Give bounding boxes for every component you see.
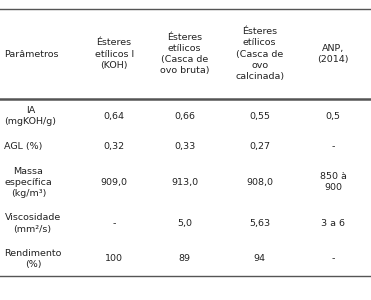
Text: 0,32: 0,32 (104, 142, 125, 151)
Text: -: - (331, 254, 335, 263)
Text: Parâmetros: Parâmetros (4, 50, 59, 58)
Text: Ésteres
etílicos
(Casca de
ovo
calcinada): Ésteres etílicos (Casca de ovo calcinada… (235, 27, 284, 81)
Text: 0,66: 0,66 (174, 112, 195, 121)
Text: 908,0: 908,0 (246, 178, 273, 187)
Text: -: - (112, 219, 116, 228)
Text: Ésteres
etílicos l
(KOH): Ésteres etílicos l (KOH) (95, 38, 134, 70)
Text: 0,27: 0,27 (249, 142, 270, 151)
Text: 0,55: 0,55 (249, 112, 270, 121)
Text: 913,0: 913,0 (171, 178, 198, 187)
Text: Massa
específica
(kg/m³): Massa específica (kg/m³) (4, 167, 52, 198)
Text: AGL (%): AGL (%) (4, 142, 43, 151)
Text: 0,64: 0,64 (104, 112, 125, 121)
Text: IA
(mgKOH/g): IA (mgKOH/g) (4, 106, 56, 126)
Text: Viscosidade
(mm²/s): Viscosidade (mm²/s) (4, 214, 61, 233)
Text: Rendimento
(%): Rendimento (%) (4, 249, 62, 269)
Text: ANP,
(2014): ANP, (2014) (317, 44, 349, 64)
Text: 5,63: 5,63 (249, 219, 270, 228)
Text: Ésteres
etílicos
(Casca de
ovo bruta): Ésteres etílicos (Casca de ovo bruta) (160, 33, 209, 75)
Text: 0,33: 0,33 (174, 142, 195, 151)
Text: 3 a 6: 3 a 6 (321, 219, 345, 228)
Text: 909,0: 909,0 (101, 178, 128, 187)
Text: 5,0: 5,0 (177, 219, 192, 228)
Text: 100: 100 (105, 254, 123, 263)
Text: 89: 89 (178, 254, 191, 263)
Text: 0,5: 0,5 (325, 112, 341, 121)
Text: 850 à
900: 850 à 900 (319, 172, 347, 192)
Text: 94: 94 (254, 254, 266, 263)
Text: -: - (331, 142, 335, 151)
